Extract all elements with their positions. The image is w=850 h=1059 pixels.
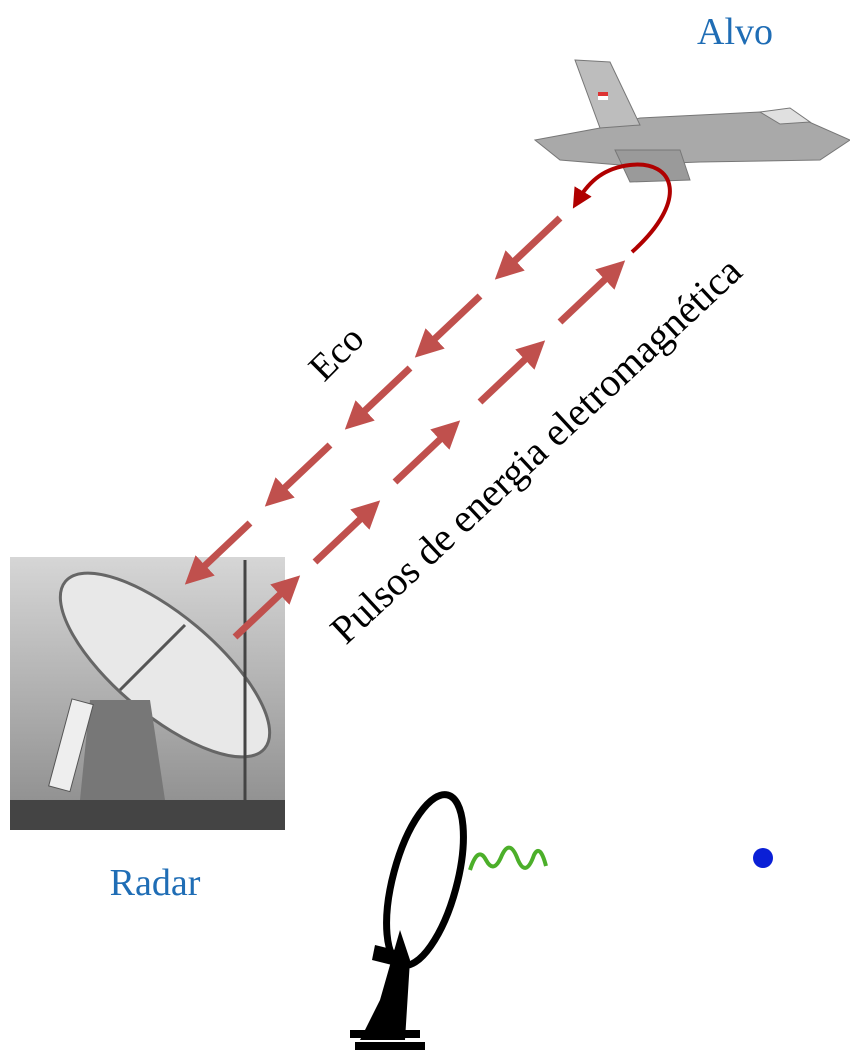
target-label: Alvo	[697, 11, 773, 53]
arrow	[355, 368, 410, 420]
arrow	[560, 270, 615, 322]
arrow	[425, 296, 480, 348]
page: Alvo Radar Eco Pulsos de energia eletrom…	[0, 0, 850, 1059]
diagram: Alvo Radar Eco Pulsos de energia eletrom…	[0, 0, 850, 1059]
target-dot	[753, 848, 773, 868]
pulses-label: Pulsos de energia eletromagnética	[321, 248, 750, 653]
arrow	[315, 510, 370, 562]
echo-label: Eco	[301, 318, 372, 389]
arrow	[505, 218, 560, 270]
arrow	[395, 430, 450, 482]
arrow	[275, 445, 330, 497]
arrow	[480, 350, 535, 402]
radar-photo	[10, 543, 297, 830]
radar-label: Radar	[110, 862, 201, 904]
radar-icon	[350, 787, 479, 1050]
wave	[470, 848, 546, 870]
jet-image	[535, 60, 850, 182]
